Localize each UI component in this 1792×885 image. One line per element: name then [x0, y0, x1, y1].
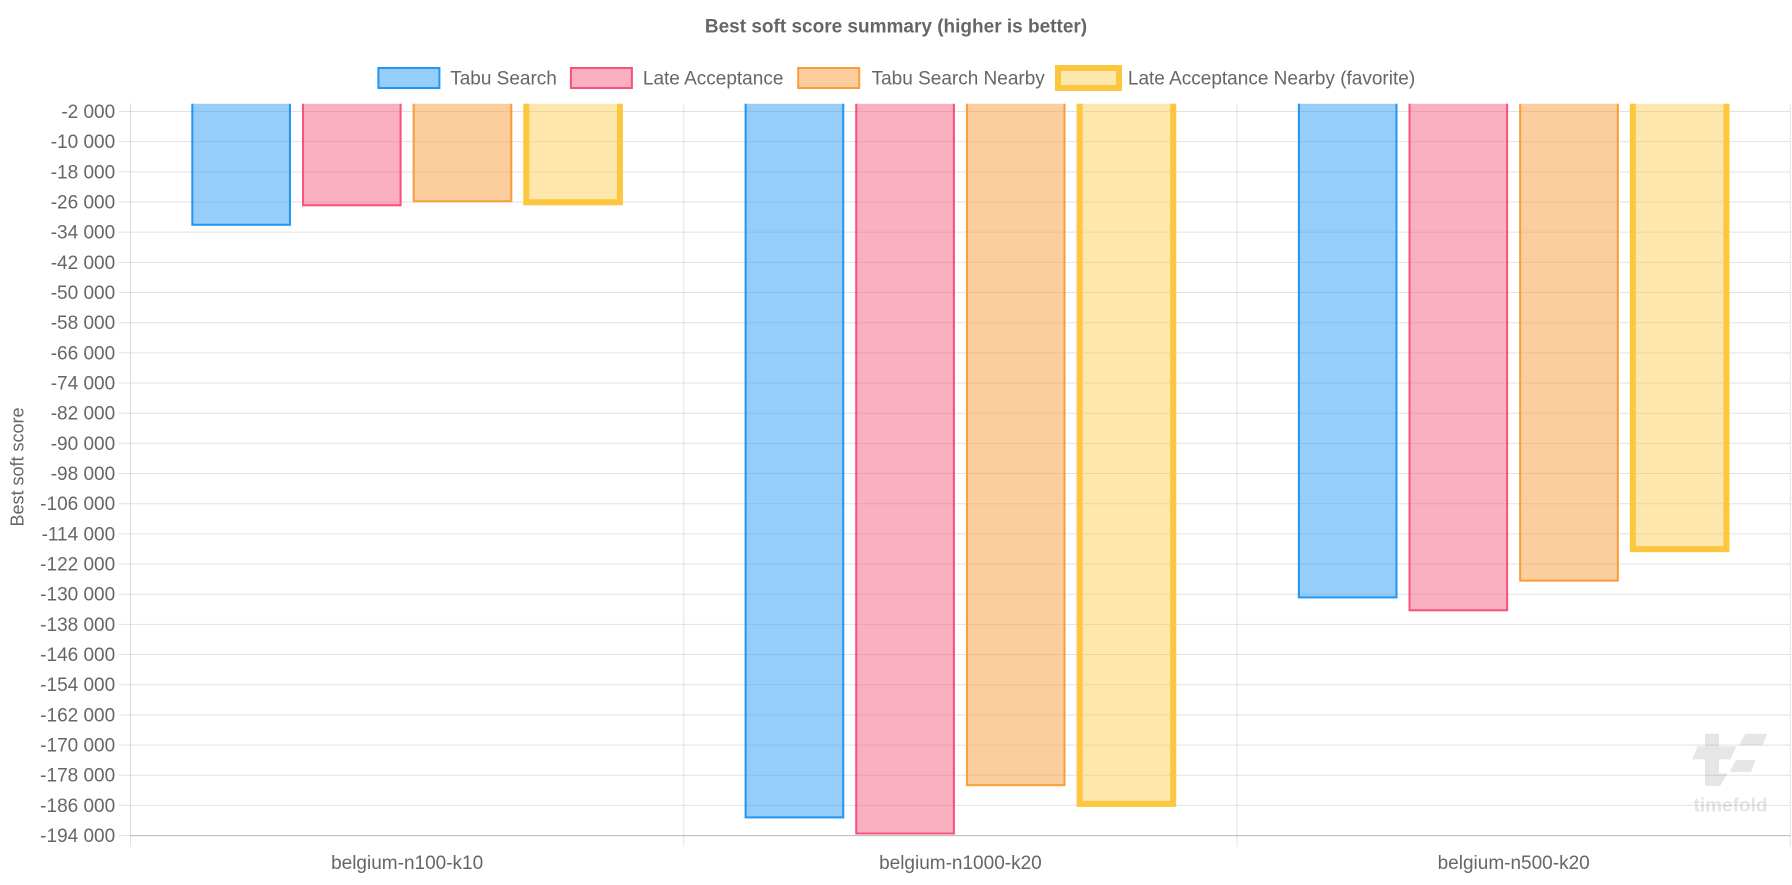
svg-text:-2 000: -2 000: [61, 102, 115, 123]
svg-text:-130 000: -130 000: [40, 585, 115, 606]
svg-text:Best soft score summary (highe: Best soft score summary (higher is bette…: [705, 17, 1087, 38]
svg-text:-162 000: -162 000: [40, 705, 115, 726]
svg-text:-50 000: -50 000: [51, 283, 115, 304]
svg-text:-34 000: -34 000: [51, 223, 115, 244]
svg-text:Late Acceptance Nearby (favori: Late Acceptance Nearby (favorite): [1128, 68, 1415, 89]
svg-text:-154 000: -154 000: [40, 675, 115, 696]
svg-text:-82 000: -82 000: [51, 404, 115, 425]
svg-text:-98 000: -98 000: [51, 464, 115, 485]
svg-text:-194 000: -194 000: [40, 826, 115, 847]
svg-text:-26 000: -26 000: [51, 193, 115, 214]
svg-text:-106 000: -106 000: [40, 494, 115, 515]
svg-text:-138 000: -138 000: [40, 615, 115, 636]
svg-text:-66 000: -66 000: [51, 343, 115, 364]
svg-text:-186 000: -186 000: [40, 796, 115, 817]
svg-text:belgium-n1000-k20: belgium-n1000-k20: [879, 853, 1042, 874]
svg-text:-58 000: -58 000: [51, 313, 115, 334]
svg-text:Best soft score: Best soft score: [7, 407, 27, 526]
svg-text:-178 000: -178 000: [40, 766, 115, 787]
svg-text:belgium-n500-k20: belgium-n500-k20: [1438, 853, 1590, 874]
svg-text:-170 000: -170 000: [40, 736, 115, 757]
svg-text:timefold: timefold: [1694, 796, 1768, 817]
svg-text:-122 000: -122 000: [40, 555, 115, 576]
svg-text:Tabu Search Nearby: Tabu Search Nearby: [872, 68, 1046, 89]
svg-text:-146 000: -146 000: [40, 645, 115, 666]
svg-text:-18 000: -18 000: [51, 162, 115, 183]
svg-text:-10 000: -10 000: [51, 132, 115, 153]
svg-text:-114 000: -114 000: [42, 524, 116, 545]
svg-text:-90 000: -90 000: [51, 434, 115, 455]
svg-text:belgium-n100-k10: belgium-n100-k10: [331, 853, 483, 874]
svg-text:-74 000: -74 000: [51, 374, 115, 395]
svg-text:-42 000: -42 000: [51, 253, 115, 274]
svg-text:Tabu Search: Tabu Search: [450, 68, 557, 89]
svg-text:Late Acceptance: Late Acceptance: [643, 68, 784, 89]
